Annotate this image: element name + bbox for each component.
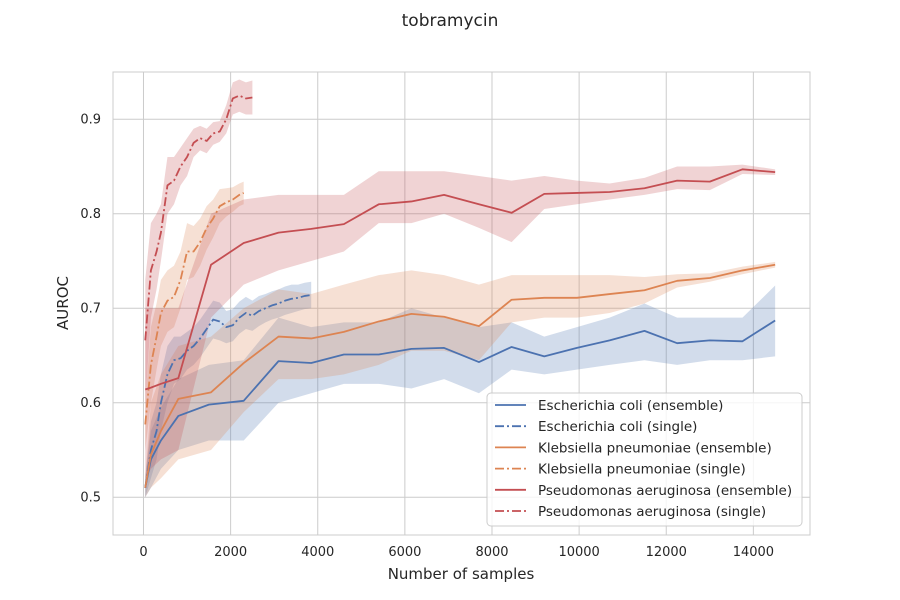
x-tick-label: 6000 — [388, 545, 421, 560]
series-lines — [144, 94, 776, 488]
band-pseudomonas-aeruginosa-single — [145, 79, 253, 403]
line-pseudomonas-aeruginosa-ensemble — [144, 168, 776, 391]
x-tick-label: 12000 — [646, 545, 687, 560]
y-axis-label: AUROC — [54, 276, 72, 330]
legend-label: Escherichia coli (single) — [538, 419, 697, 435]
band-pseudomonas-aeruginosa-ensemble — [145, 164, 776, 479]
legend-label: Pseudomonas aeruginosa (single) — [538, 504, 766, 520]
legend-label: Klebsiella pneumoniae (ensemble) — [538, 440, 772, 456]
line-klebsiella-pneumoniae-ensemble — [144, 263, 776, 488]
y-axis-ticks: 0.5 0.6 0.7 0.8 0.9 — [80, 113, 101, 506]
y-tick-label: 0.6 — [80, 396, 101, 411]
y-tick-label: 0.8 — [80, 207, 101, 222]
x-tick-label: 14000 — [733, 545, 774, 560]
line-escherichia-coli-single — [144, 294, 312, 488]
x-tick-label: 8000 — [475, 545, 508, 560]
chart-title: tobramycin — [402, 11, 499, 31]
y-tick-label: 0.9 — [80, 113, 101, 128]
band-klebsiella-pneumoniae-ensemble — [145, 261, 776, 498]
x-tick-label: 2000 — [214, 545, 247, 560]
legend: Escherichia coli (ensemble) Escherichia c… — [486, 392, 803, 527]
legend-label: Escherichia coli (ensemble) — [538, 398, 723, 414]
x-axis-label: Number of samples — [388, 565, 535, 583]
legend-label: Pseudomonas aeruginosa (ensemble) — [538, 483, 792, 499]
line-escherichia-coli-ensemble — [144, 319, 776, 488]
x-tick-label: 4000 — [301, 545, 334, 560]
line-klebsiella-pneumoniae-single — [144, 192, 245, 425]
y-tick-label: 0.5 — [80, 491, 101, 506]
x-tick-label: 0 — [139, 545, 147, 560]
band-escherichia-coli-single — [145, 281, 312, 498]
legend-box — [486, 392, 803, 527]
band-klebsiella-pneumoniae-single — [145, 181, 244, 450]
y-tick-label: 0.7 — [80, 302, 101, 317]
legend-label: Klebsiella pneumoniae (single) — [538, 462, 746, 478]
x-axis-ticks: 0 2000 4000 6000 8000 10000 12000 14000 — [139, 545, 774, 560]
x-tick-label: 10000 — [558, 545, 599, 560]
line-pseudomonas-aeruginosa-single — [144, 94, 253, 341]
